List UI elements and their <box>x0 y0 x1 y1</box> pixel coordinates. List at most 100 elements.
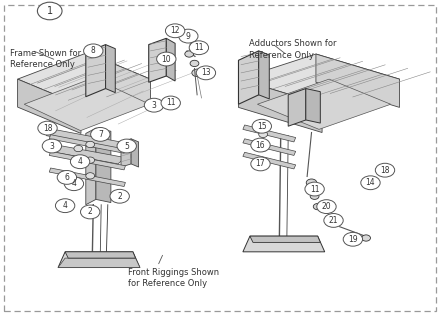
Circle shape <box>343 232 363 246</box>
Circle shape <box>259 158 268 164</box>
Circle shape <box>81 205 100 219</box>
Circle shape <box>161 96 180 110</box>
Text: 15: 15 <box>257 122 267 131</box>
Text: 3: 3 <box>151 101 157 110</box>
Text: 4: 4 <box>77 157 83 166</box>
Circle shape <box>91 127 110 141</box>
Polygon shape <box>18 53 150 106</box>
Text: 10: 10 <box>161 55 171 63</box>
Circle shape <box>144 98 164 112</box>
Circle shape <box>305 182 324 196</box>
Polygon shape <box>58 252 140 268</box>
Polygon shape <box>87 53 150 107</box>
Circle shape <box>313 203 322 210</box>
Text: 7: 7 <box>98 130 103 139</box>
Polygon shape <box>166 38 175 81</box>
Text: 4: 4 <box>62 201 68 210</box>
Polygon shape <box>250 236 320 242</box>
Circle shape <box>317 200 336 214</box>
Polygon shape <box>288 89 306 126</box>
Circle shape <box>252 119 271 133</box>
Polygon shape <box>18 79 81 133</box>
Text: Adductors Shown for
Reference Only: Adductors Shown for Reference Only <box>249 39 336 60</box>
Circle shape <box>74 161 83 167</box>
Text: 14: 14 <box>366 178 375 187</box>
Polygon shape <box>49 151 125 170</box>
Polygon shape <box>65 252 136 258</box>
Polygon shape <box>24 78 150 131</box>
Text: 3: 3 <box>49 142 55 150</box>
Circle shape <box>55 199 75 213</box>
Text: 1: 1 <box>47 6 53 16</box>
Circle shape <box>362 235 370 241</box>
Circle shape <box>251 138 270 152</box>
Circle shape <box>306 179 317 187</box>
Circle shape <box>189 41 209 55</box>
Polygon shape <box>238 51 259 104</box>
Text: 9: 9 <box>186 32 191 41</box>
Polygon shape <box>49 168 125 187</box>
Text: 12: 12 <box>170 26 180 35</box>
Text: 4: 4 <box>71 179 77 188</box>
Circle shape <box>38 121 57 135</box>
Polygon shape <box>86 128 96 205</box>
Text: 16: 16 <box>256 141 265 149</box>
Polygon shape <box>243 236 325 252</box>
Circle shape <box>64 177 84 191</box>
Text: 20: 20 <box>322 202 331 211</box>
Text: 11: 11 <box>310 185 319 193</box>
Text: Front Riggings Shown
for Reference Only: Front Riggings Shown for Reference Only <box>128 268 219 288</box>
Circle shape <box>57 171 77 184</box>
Circle shape <box>185 51 194 57</box>
Text: 11: 11 <box>194 43 204 52</box>
Polygon shape <box>238 54 400 104</box>
Circle shape <box>259 145 268 151</box>
Circle shape <box>117 139 136 153</box>
Circle shape <box>37 2 62 20</box>
Polygon shape <box>259 51 269 99</box>
Polygon shape <box>46 144 125 164</box>
Polygon shape <box>49 135 125 153</box>
Circle shape <box>86 157 95 163</box>
Polygon shape <box>96 128 111 203</box>
Circle shape <box>196 66 216 80</box>
Circle shape <box>84 44 103 58</box>
Polygon shape <box>243 125 296 142</box>
Text: 11: 11 <box>166 99 176 107</box>
Text: 19: 19 <box>348 235 358 244</box>
Circle shape <box>157 52 176 66</box>
Polygon shape <box>243 152 296 169</box>
Circle shape <box>310 193 319 199</box>
Text: 17: 17 <box>256 160 265 168</box>
Polygon shape <box>238 79 322 133</box>
Polygon shape <box>58 258 140 268</box>
Text: 13: 13 <box>201 68 211 77</box>
Polygon shape <box>106 45 115 93</box>
Text: 21: 21 <box>329 216 338 225</box>
Polygon shape <box>86 45 106 97</box>
Polygon shape <box>131 139 139 167</box>
Circle shape <box>190 60 199 67</box>
Polygon shape <box>243 139 296 155</box>
Text: 18: 18 <box>380 166 390 175</box>
Polygon shape <box>316 54 400 107</box>
Circle shape <box>324 214 343 227</box>
Polygon shape <box>257 79 391 129</box>
Circle shape <box>74 145 83 152</box>
Circle shape <box>86 141 95 148</box>
Circle shape <box>361 176 380 190</box>
Circle shape <box>42 139 62 153</box>
Circle shape <box>259 131 268 138</box>
Circle shape <box>165 24 185 38</box>
Text: 8: 8 <box>91 46 95 55</box>
Polygon shape <box>149 38 166 82</box>
Text: 2: 2 <box>88 208 92 216</box>
Text: 5: 5 <box>124 142 129 150</box>
Polygon shape <box>121 139 131 167</box>
Polygon shape <box>306 89 320 123</box>
Circle shape <box>192 69 202 77</box>
Text: Frame Shown for
Reference Only: Frame Shown for Reference Only <box>10 49 81 69</box>
Circle shape <box>375 163 395 177</box>
Circle shape <box>251 157 270 171</box>
Text: 6: 6 <box>64 173 70 182</box>
